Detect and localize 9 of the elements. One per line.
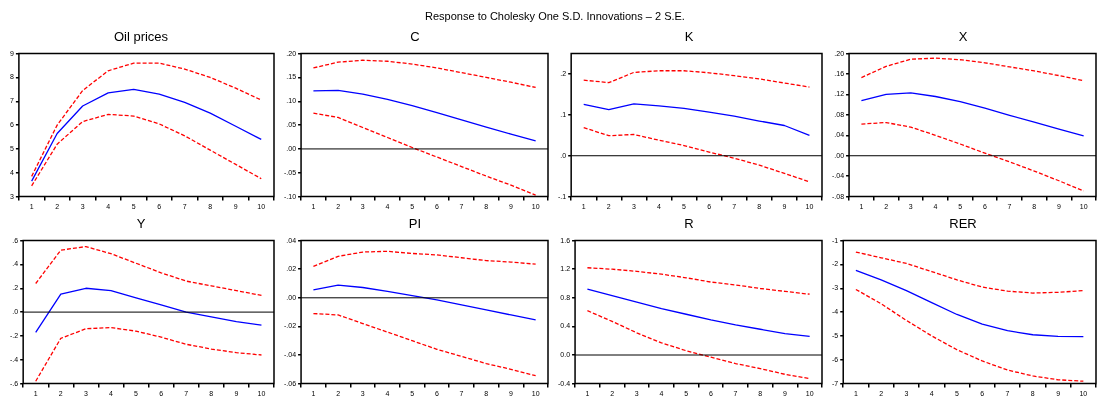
chart-title: C <box>410 29 420 45</box>
chart-title: R <box>684 216 694 232</box>
text: Response to Cholesky One S.D. Innovations – 2 S.E. <box>425 10 685 22</box>
chart-title: RER <box>949 216 977 232</box>
chart-title: K <box>684 29 694 45</box>
chart-title: PI <box>408 216 422 232</box>
chart-title: Oil prices <box>113 29 169 45</box>
chart-title: X <box>958 29 968 45</box>
chart-title: Y <box>136 216 146 232</box>
